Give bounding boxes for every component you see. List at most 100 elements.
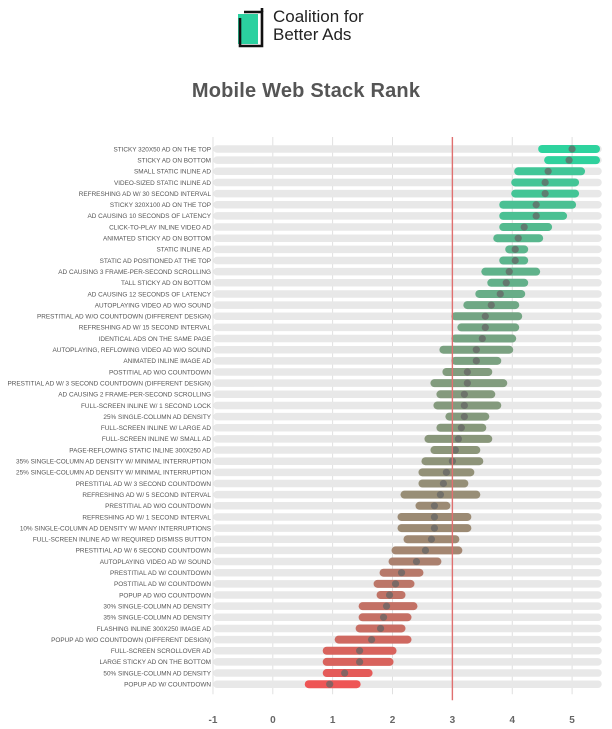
row-label: STICKY 320X100 AD ON THE TOP (110, 202, 211, 209)
row-label: 35% SINGLE-COLUMN AD DENSITY (103, 615, 211, 622)
row-label: SMALL STATIC INLINE AD (134, 169, 211, 176)
row-label: ANIMATED INLINE IMAGE AD (123, 358, 211, 365)
x-tick-label: 2 (390, 715, 396, 726)
row-label: FULL-SCREEN INLINE AD W/ REQUIRED DISMIS… (33, 537, 212, 544)
mean-dot (511, 256, 519, 265)
mean-dot (341, 669, 349, 677)
mean-dot (376, 624, 385, 633)
row-label: VIDEO-SIZED STATIC INLINE AD (114, 180, 211, 187)
mean-dot (451, 446, 459, 454)
row-label: POSTITIAL AD W/ COUNTDOWN (114, 581, 211, 588)
brand-name: Coalition for Better Ads (273, 8, 393, 44)
mean-dot (565, 156, 573, 164)
mean-dot (532, 201, 540, 209)
row-label: AUTOPLAYING, REFLOWING VIDEO AD W/O SOUN… (53, 347, 212, 354)
row-label: REFRESHING AD W/ 5 SECOND INTERVAL (82, 492, 211, 499)
mean-dot (478, 334, 486, 343)
mean-dot (541, 190, 549, 198)
mean-dot (472, 346, 480, 354)
x-tick-label: 1 (330, 715, 336, 726)
row-label: IDENTICAL ADS ON THE SAME PAGE (99, 336, 211, 343)
row-label: AUTOPLAYING VIDEO AD W/ SOUND (100, 559, 212, 566)
row-label: FULL-SCREEN INLINE W/ 1 SECOND LOCK (81, 403, 212, 410)
row-label: 10% SINGLE-COLUMN AD DENSITY W/ MANY INT… (20, 525, 211, 532)
row-label: FLASHING INLINE 300X250 IMAGE AD (97, 626, 212, 633)
row-label: STICKY 320X50 AD ON THE TOP (113, 146, 211, 153)
row-label: PRESTITIAL AD W/O COUNTDOWN (105, 503, 211, 510)
row-label: CLICK-TO-PLAY INLINE VIDEO AD (109, 224, 211, 231)
row-label: REFRESHING AD W/ 30 SECOND INTERVAL (79, 191, 212, 198)
mean-dot (454, 435, 462, 443)
row-label: STICKY AD ON BOTTOM (137, 157, 211, 164)
brand-line-2: Better Ads (273, 25, 352, 44)
mean-dot (463, 368, 471, 376)
mean-dot (430, 502, 439, 510)
row-label: PAGE-REFLOWING STATIC INLINE 300X250 AD (69, 447, 211, 454)
row-label: ANIMATED STICKY AD ON BOTTOM (103, 236, 211, 243)
row-label: 25% SINGLE-COLUMN AD DENSITY W/ MINIMAL … (16, 470, 211, 477)
mean-dot (460, 390, 468, 398)
mean-dot (544, 167, 552, 175)
row-label: PRESTITIAL AD W/ 3 SECOND COUNTDOWN (DIF… (8, 380, 211, 387)
mean-dot (436, 491, 445, 499)
mean-dot (427, 535, 436, 543)
row-label: AUTOPLAYING VIDEO AD W/O SOUND (95, 302, 212, 309)
mean-dot (442, 468, 450, 476)
row-label: 25% SINGLE-COLUMN AD DENSITY (103, 414, 211, 421)
x-tick-label: 0 (270, 715, 276, 726)
mean-dot (430, 524, 439, 532)
mean-dot (412, 557, 421, 566)
mean-dot (367, 636, 376, 644)
mean-dot (532, 212, 540, 220)
x-tick-label: 3 (450, 715, 456, 726)
row-label: FULL-SCREEN INLINE W/ SMALL AD (102, 436, 212, 443)
mean-dot (505, 268, 513, 276)
row-label: STATIC INLINE AD (157, 247, 212, 254)
mean-dot (502, 279, 510, 287)
coalition-logo-icon (238, 8, 264, 48)
x-tick-label: 4 (509, 715, 515, 726)
row-label: AD CAUSING 2 FRAME-PER-SECOND SCROLLING (58, 392, 211, 399)
mean-dot (481, 323, 489, 331)
mean-dot (356, 647, 364, 655)
row-label: TALL STICKY AD ON BOTTOM (121, 280, 211, 287)
mean-dot (397, 569, 406, 577)
mean-dot (356, 658, 364, 666)
row-label: 30% SINGLE-COLUMN AD DENSITY (103, 603, 211, 610)
row-label: PRESTITIAL AD W/ COUNTDOWN (110, 570, 211, 577)
mean-dot (457, 424, 465, 432)
mean-dot (385, 591, 394, 599)
row-label: REFRESHING AD W/ 15 SECOND INTERVAL (79, 325, 212, 332)
mean-dot (421, 546, 430, 555)
mean-dot (487, 301, 495, 309)
row-label: PRESTITIAL AD W/ 3 SECOND COUNTDOWN (76, 481, 212, 488)
mean-dot (520, 223, 528, 231)
mean-dot (511, 245, 519, 253)
row-label: POPUP AD W/O COUNTDOWN (DIFFERENT DESIGN… (51, 637, 211, 644)
x-tick-label: -1 (209, 715, 218, 726)
mean-dot (439, 479, 448, 488)
row-label: 35% SINGLE-COLUMN AD DENSITY W/ MINIMAL … (16, 459, 211, 466)
mean-dot (481, 312, 489, 320)
row-label: 50% SINGLE-COLUMN AD DENSITY (103, 670, 211, 677)
mean-dot (391, 580, 400, 588)
mean-dot (379, 613, 388, 621)
row-label: POPUP AD W/O COUNTDOWN (119, 592, 211, 599)
row-label: AD CAUSING 12 SECONDS OF LATENCY (88, 291, 212, 298)
row-label: STATIC AD POSITIONED AT THE TOP (100, 258, 211, 265)
mean-dot (382, 602, 391, 610)
chart-title: Mobile Web Stack Rank (191, 80, 421, 102)
row-label: POPUP AD W/ COUNTDOWN (124, 682, 211, 689)
mean-dot (460, 413, 468, 421)
mean-dot (326, 680, 334, 688)
mean-dot (472, 357, 480, 365)
mean-dot (430, 513, 439, 521)
row-label: LARGE STICKY AD ON THE BOTTOM (99, 659, 211, 666)
mean-dot (514, 234, 522, 242)
brand-logo: Coalition for Better Ads (236, 8, 386, 48)
row-label: REFRESHING AD W/ 1 SECOND INTERVAL (82, 514, 211, 521)
mean-dot (568, 145, 576, 153)
row-label: PRESTITIAL AD W/O COUNTDOWN (DIFFERENT D… (37, 314, 211, 321)
mean-dot (460, 401, 468, 410)
